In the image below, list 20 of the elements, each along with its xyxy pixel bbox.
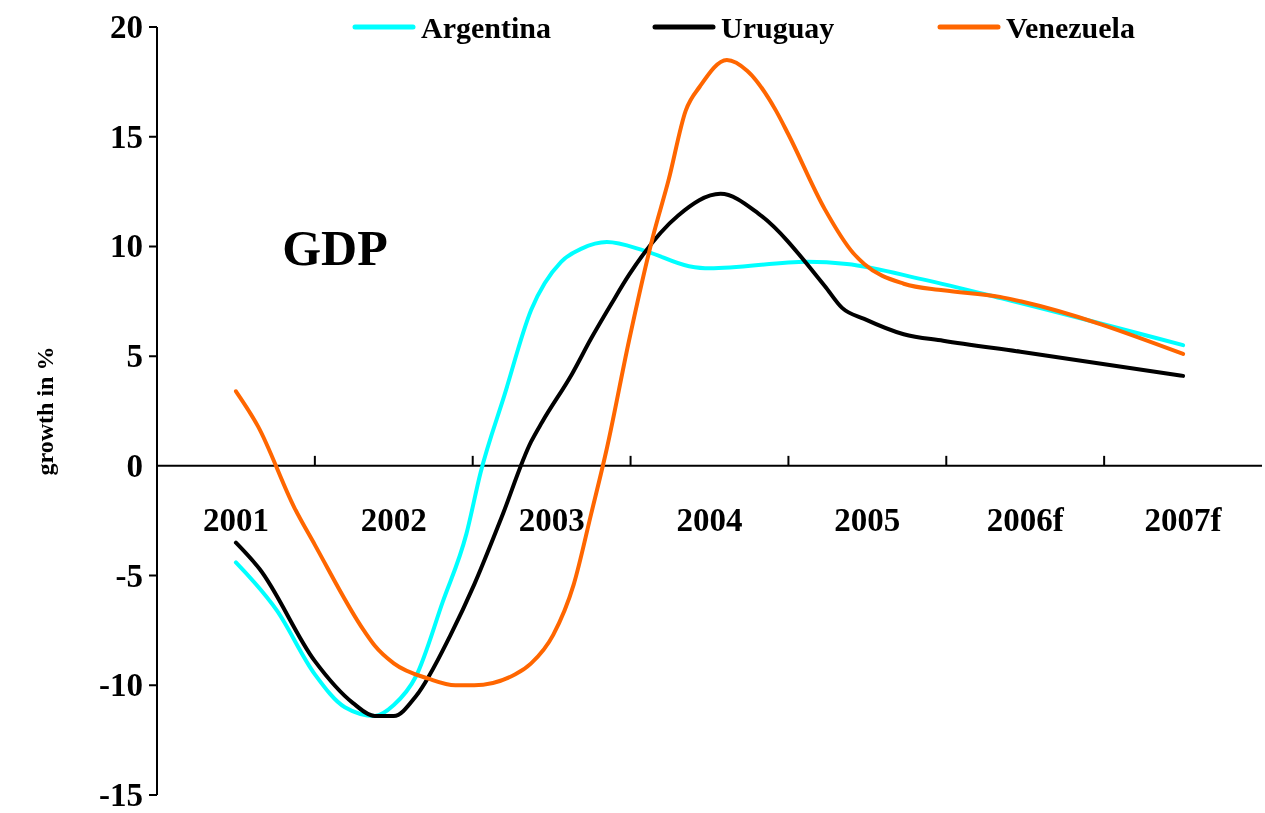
x-tick-label: 2007f [1144, 501, 1223, 538]
legend-label: Uruguay [721, 10, 835, 44]
legend-label: Venezuela [1006, 10, 1135, 44]
legend-label: Argentina [421, 10, 551, 44]
y-tick-label: -15 [99, 777, 143, 813]
y-tick-label: 0 [126, 447, 143, 484]
x-tick-label: 2006f [986, 501, 1065, 538]
x-tick-label: 2001 [202, 501, 269, 538]
x-tick-label: 2005 [834, 501, 901, 538]
y-tick-label: -5 [115, 557, 143, 594]
y-tick-label: 15 [110, 118, 143, 155]
annotation: GDP [282, 220, 388, 276]
x-tick-label: 2002 [360, 501, 427, 538]
x-tick-label: 2003 [518, 501, 585, 538]
y-tick-label: 10 [110, 228, 143, 265]
y-tick-label: -10 [99, 667, 143, 704]
y-axis-title: growth in % [32, 346, 58, 476]
y-tick-label: 20 [110, 9, 143, 45]
y-tick-label: 5 [126, 338, 143, 375]
x-tick-label: 2004 [676, 501, 743, 538]
